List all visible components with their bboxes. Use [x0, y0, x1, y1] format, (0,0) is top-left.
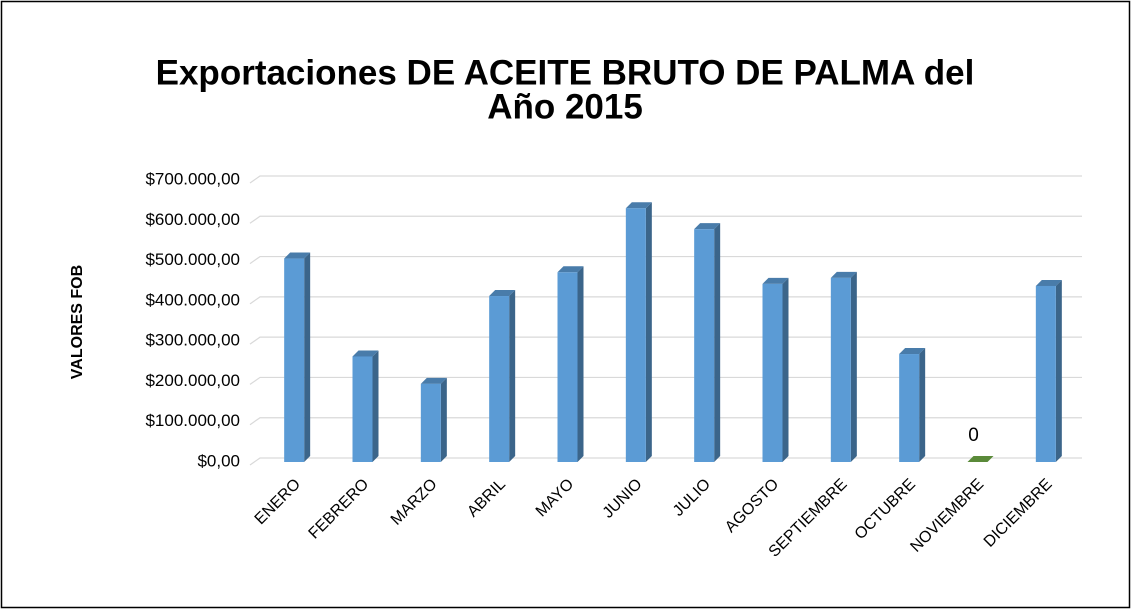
bar-side [577, 266, 584, 462]
bar-top [967, 456, 994, 462]
chart-subtitle: Año 2015 [487, 87, 643, 126]
bar-side [304, 252, 311, 462]
y-axis-label: VALORES FOB [69, 265, 86, 379]
y-tick-label: $200.000,00 [145, 371, 240, 390]
bar-top [420, 377, 447, 384]
bar [557, 272, 578, 462]
y-tick-label: $600.000,00 [145, 210, 240, 229]
bar-side [850, 271, 857, 462]
grid-line [249, 175, 1082, 184]
bar-top [830, 271, 857, 278]
bar-top [489, 290, 516, 297]
data-label: 0 [968, 425, 979, 446]
chart-title: Exportaciones DE ACEITE BRUTO DE PALMA d… [156, 53, 975, 92]
bar-top [284, 252, 311, 259]
bar-top [625, 202, 652, 209]
grid-line [249, 255, 1082, 265]
bar [694, 229, 715, 462]
bar [420, 383, 441, 462]
bar-side [372, 350, 379, 462]
bar-side [714, 223, 721, 462]
bar [899, 354, 920, 462]
bar-top [899, 348, 926, 355]
grid-line [249, 336, 1082, 345]
y-tick-label: $0,00 [197, 451, 240, 470]
bar-top [762, 277, 789, 284]
bar [284, 258, 305, 462]
y-tick-label: $300.000,00 [145, 331, 240, 350]
grid-line [249, 215, 1082, 224]
bar-top [557, 266, 584, 273]
bar-side [509, 290, 516, 462]
bar-side [782, 277, 789, 462]
bar [625, 208, 646, 462]
bar [489, 296, 510, 462]
bar-top [352, 350, 379, 357]
bar-side [919, 348, 926, 462]
bar-top [1035, 279, 1062, 286]
grid-line [249, 457, 1082, 466]
bar [830, 277, 851, 462]
bar [352, 356, 373, 462]
grid-line [249, 376, 1082, 385]
y-tick-label: $400.000,00 [145, 290, 240, 309]
y-tick-label: $100.000,00 [145, 411, 240, 430]
y-tick-label: $500.000,00 [145, 250, 240, 269]
bar-side [440, 377, 447, 462]
bar [762, 283, 783, 462]
bar-side [645, 202, 652, 462]
grid-line [249, 296, 1082, 305]
y-tick-label: $700.000,00 [145, 169, 240, 188]
bar [1035, 285, 1056, 462]
bar-top [694, 223, 721, 230]
grid-line [249, 417, 1082, 426]
bar-side [1055, 279, 1062, 462]
